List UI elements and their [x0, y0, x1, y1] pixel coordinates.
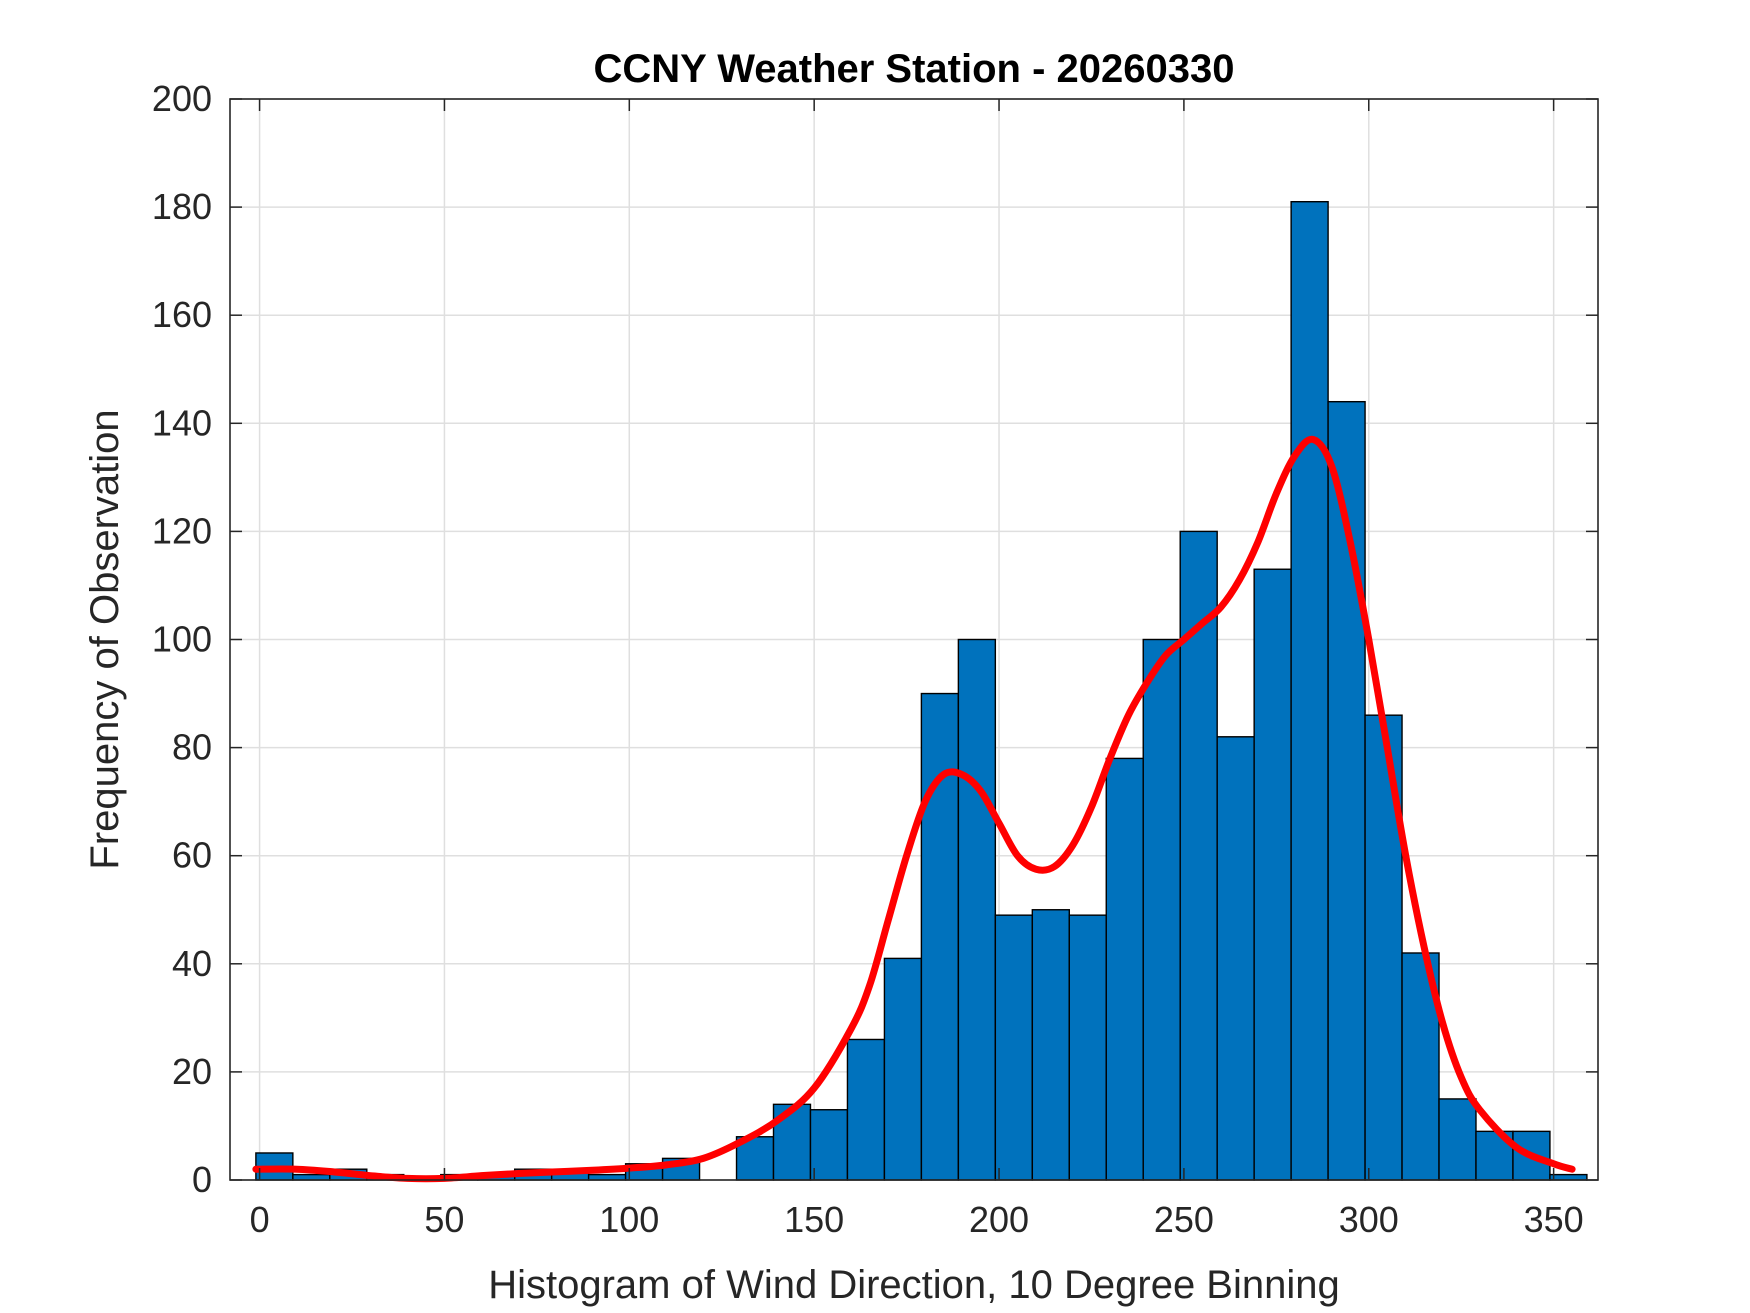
y-tick-label: 100: [152, 619, 212, 660]
x-tick-label: 250: [1154, 1199, 1214, 1240]
histogram-bar: [883, 957, 923, 1181]
histogram-bar: [1253, 568, 1292, 1181]
histogram-bar: [920, 692, 960, 1181]
histogram-bar: [994, 914, 1034, 1181]
histogram-bar: [957, 638, 997, 1181]
y-tick-label: 20: [172, 1051, 212, 1092]
histogram-bar: [1105, 757, 1144, 1181]
y-tick-label: 40: [172, 943, 212, 984]
histogram-bar: [1031, 909, 1070, 1181]
histogram-bar: [292, 1173, 331, 1181]
x-tick-label: 350: [1524, 1199, 1584, 1240]
histogram-bar: [1438, 1098, 1477, 1181]
x-tick-label: 0: [250, 1199, 270, 1240]
chart-title: CCNY Weather Station - 20260330: [594, 47, 1235, 91]
y-tick-label: 120: [152, 510, 212, 551]
fit-curve: [252, 435, 1576, 1183]
x-tick-labels: 0 50 100 150 200 250 300 350: [250, 1199, 1584, 1240]
y-axis-title: Frequency of Observation: [83, 409, 127, 869]
ticks: [230, 98, 1598, 1181]
histogram-bar: [1142, 638, 1181, 1181]
x-tick-label: 50: [424, 1199, 464, 1240]
histogram-bar: [809, 1109, 849, 1181]
histogram-bar: [1216, 736, 1255, 1181]
x-tick-label: 300: [1339, 1199, 1399, 1240]
y-tick-label: 180: [152, 186, 212, 227]
histogram-bar: [846, 1038, 886, 1181]
x-axis-title: Histogram of Wind Direction, 10 Degree B…: [488, 1263, 1340, 1307]
histogram-bar: [587, 1173, 627, 1181]
histogram-bar: [1549, 1173, 1588, 1181]
x-tick-label: 100: [599, 1199, 659, 1240]
y-tick-labels: 0 20 40 60 80 100 120 140 160 180 200: [152, 78, 212, 1200]
y-tick-label: 200: [152, 78, 212, 119]
histogram-bar: [1290, 200, 1329, 1181]
y-tick-label: 80: [172, 727, 212, 768]
y-tick-label: 0: [192, 1159, 212, 1200]
y-tick-label: 60: [172, 835, 212, 876]
histogram-bar: [1068, 914, 1107, 1181]
x-tick-label: 150: [784, 1199, 844, 1240]
y-tick-label: 160: [152, 294, 212, 335]
x-tick-label: 200: [969, 1199, 1029, 1240]
y-tick-label: 140: [152, 402, 212, 443]
